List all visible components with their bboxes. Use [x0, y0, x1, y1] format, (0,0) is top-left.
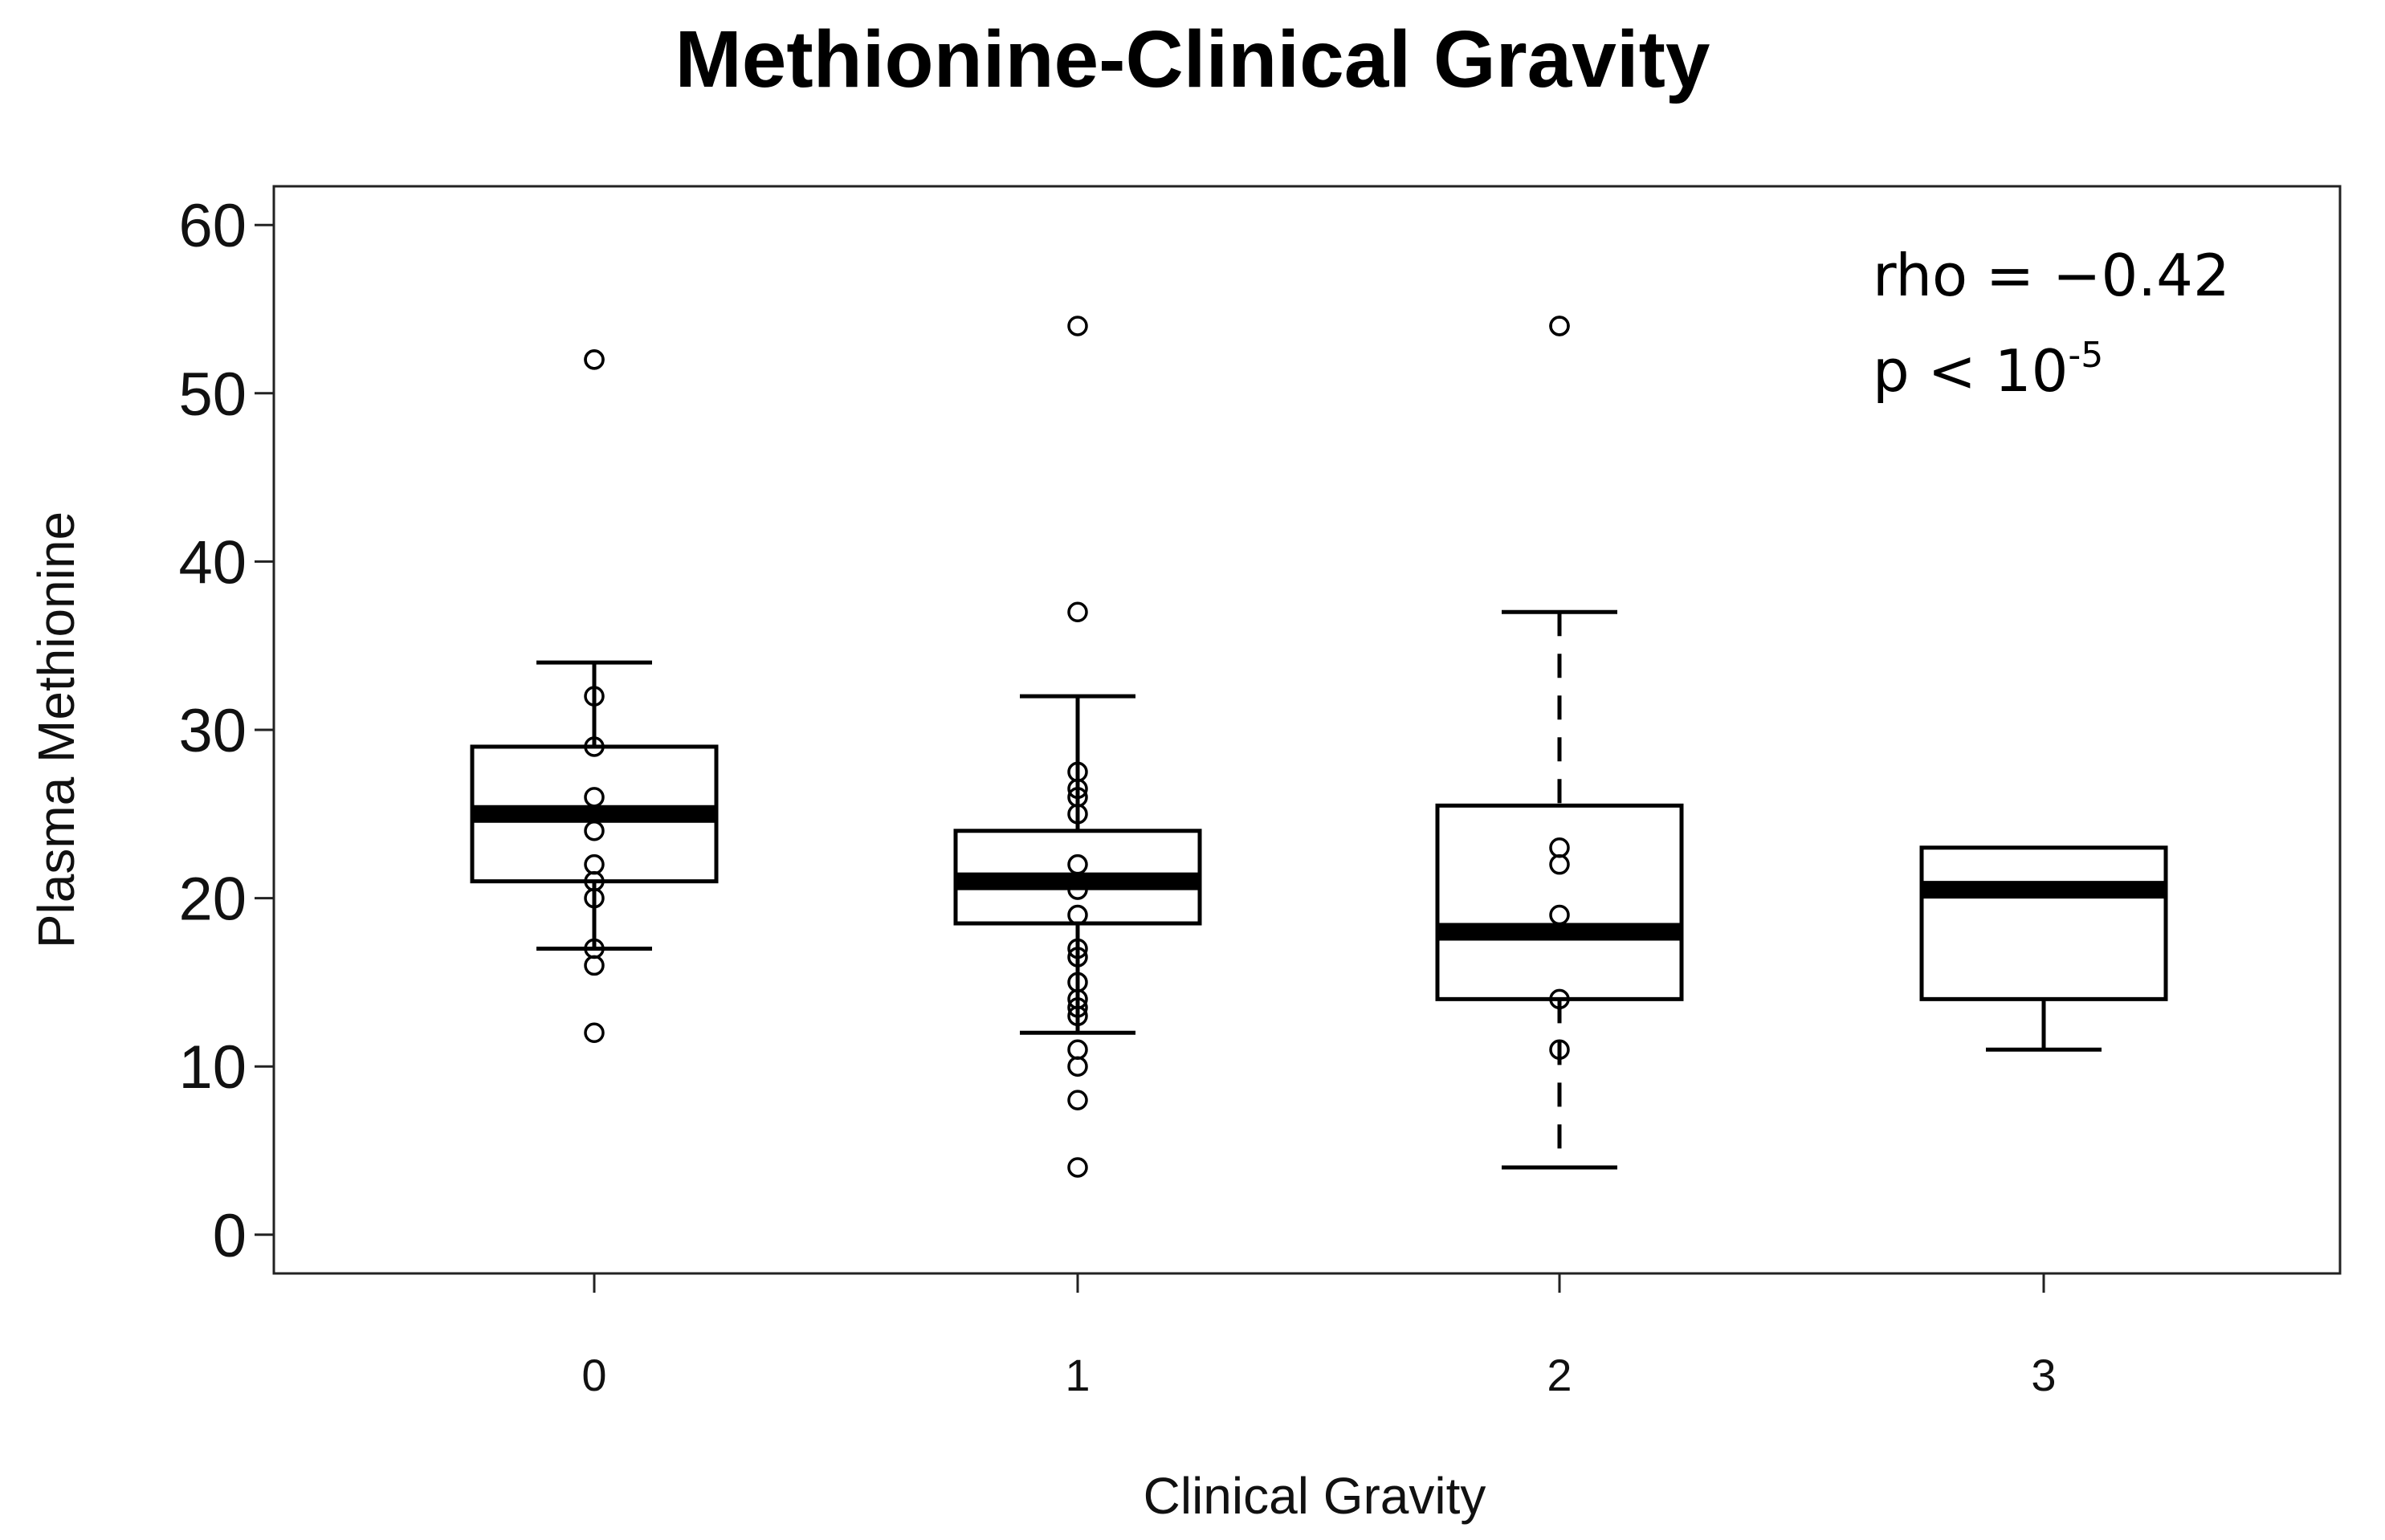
x-tick-label: 3 — [2031, 1350, 2056, 1400]
box-group-2 — [1435, 609, 1684, 1170]
data-point — [1067, 997, 1088, 1018]
data-point — [1549, 854, 1570, 875]
data-point — [1067, 947, 1088, 968]
data-point — [1067, 601, 1088, 623]
iqr-box — [1919, 845, 2168, 1001]
data-point — [584, 686, 605, 707]
box-group-0 — [470, 660, 719, 951]
data-point — [1067, 854, 1088, 875]
data-point — [1549, 1039, 1570, 1060]
data-point — [1067, 1056, 1088, 1077]
data-point — [584, 887, 605, 909]
data-point — [584, 349, 605, 370]
box-group-1 — [953, 694, 1202, 1035]
boxes — [470, 609, 2168, 1170]
x-tick-label: 1 — [1065, 1350, 1090, 1400]
x-axis-label: Clinical Gravity — [1144, 1467, 1486, 1525]
y-tick-label: 30 — [178, 697, 247, 765]
p-value-text: p < 10 — [1873, 337, 2068, 405]
data-point — [1067, 804, 1088, 825]
y-axis: 0 10 20 30 40 50 60 — [178, 192, 274, 1270]
data-point — [584, 787, 605, 808]
data-point — [1549, 904, 1570, 926]
data-point — [584, 736, 605, 757]
data-point — [1067, 316, 1088, 336]
data-point — [584, 955, 605, 976]
y-tick-label: 20 — [178, 866, 247, 934]
data-point — [1067, 1039, 1088, 1060]
data-point — [1067, 1090, 1088, 1110]
data-point — [584, 1022, 605, 1044]
data-point — [1067, 1157, 1088, 1178]
data-point — [1067, 778, 1088, 800]
y-axis-label: Plasma Methionine — [27, 511, 85, 948]
x-tick-label: 2 — [1547, 1350, 1572, 1400]
rho-annotation: rho = −0.42 — [1873, 242, 2230, 309]
data-points — [584, 316, 1570, 1178]
y-tick-label: 60 — [178, 192, 247, 260]
p-value-exponent: -5 — [2068, 335, 2103, 376]
p-value-annotation: p < 10-5 — [1873, 335, 2103, 405]
x-axis: 0 1 2 3 — [581, 1273, 2057, 1400]
data-point — [1549, 316, 1570, 336]
data-point — [1067, 879, 1088, 900]
chart-title: Methionine-Clinical Gravity — [675, 14, 1710, 104]
data-point — [584, 821, 605, 841]
data-point — [1067, 904, 1088, 926]
data-point — [1549, 988, 1570, 1010]
y-tick-label: 50 — [178, 361, 247, 429]
y-tick-label: 10 — [178, 1033, 247, 1102]
x-tick-label: 0 — [581, 1350, 606, 1400]
box-group-3 — [1919, 845, 2168, 1052]
y-tick-label: 40 — [178, 528, 247, 597]
y-tick-label: 0 — [213, 1202, 247, 1270]
iqr-box — [1435, 803, 1684, 1001]
data-point — [1067, 1005, 1088, 1027]
data-point — [1067, 938, 1088, 959]
